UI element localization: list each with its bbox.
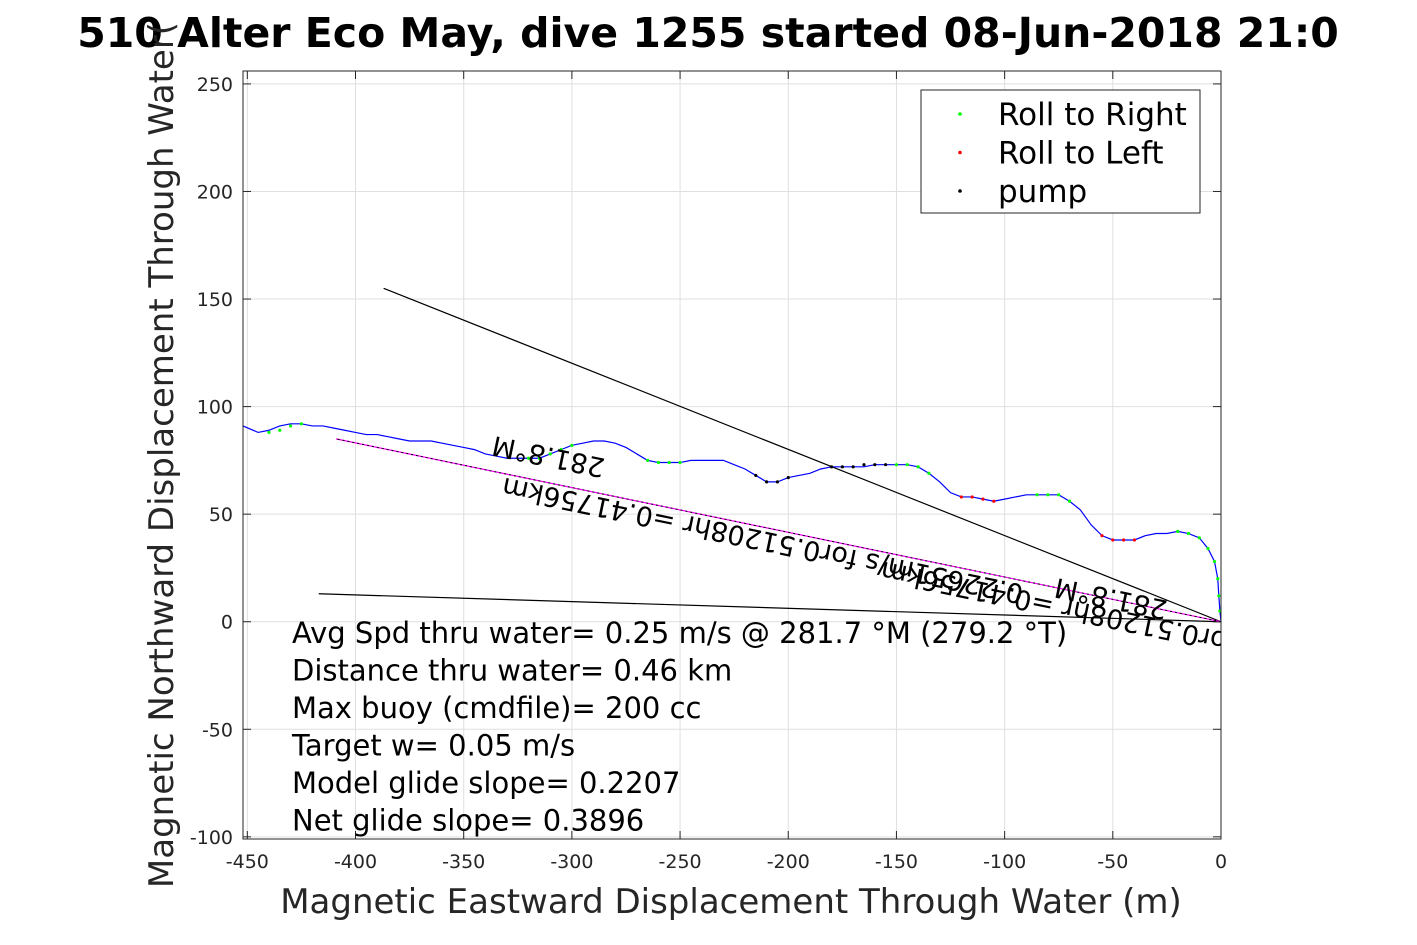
roll-right-point [289,424,293,428]
legend-label: pump [998,174,1087,210]
roll-right-point [1197,536,1201,540]
roll-right-point [1206,546,1210,551]
annotation-line: Model glide slope= 0.2207 [292,766,680,800]
pump-point [754,473,758,478]
y-tick-label: 100 [197,397,233,419]
pump-point [786,475,790,480]
y-tick-label: 250 [197,74,233,96]
roll-right-point [548,452,552,456]
roll-right-point [1186,531,1191,536]
roll-right-point [278,428,282,432]
x-tick-label: -200 [767,851,810,873]
roll-left-point [1100,534,1104,538]
roll-right-point [559,448,563,452]
y-axis-label: Magnetic Northward Displacement Through … [142,22,182,888]
reference-line-overlay [335,438,1221,623]
annotation-line: Target w= 0.05 m/s [291,729,575,763]
legend-label: Roll to Right [998,97,1187,133]
roll-right-point [916,465,920,469]
roll-right-point [1176,529,1180,533]
x-tick-label: -400 [334,851,377,873]
roll-right-point [927,471,931,475]
roll-right-point [646,458,650,462]
y-tick-label: -100 [190,827,233,849]
legend-marker [958,189,962,193]
annotation-line: Max buoy (cmdfile)= 200 cc [292,691,701,725]
roll-right-point [905,463,909,467]
roll-right-point [299,422,304,426]
roll-right-point [667,460,671,465]
pump-point [829,465,834,469]
roll-right-point [1212,559,1217,564]
axis-ticks: -450 -400 -350 -300 -250 -200 -150 -100 -50 0 -100… [190,71,1227,873]
chart-title: 510 Alter Eco May, dive 1255 started 08-… [77,9,1339,57]
pump-point [840,465,844,469]
x-tick-label: -300 [550,851,593,873]
pump-point [873,463,877,467]
annotation-line: Avg Spd thru water= 0.25 m/s @ 281.7 °M … [292,616,1067,650]
roll-right-point [570,443,574,447]
roll-left-point [959,495,963,499]
roll-right-point [1067,499,1072,503]
roll-left-point [992,499,996,503]
x-tick-label: -250 [659,851,702,873]
legend-label: Roll to Left [998,136,1164,172]
y-tick-label: 50 [209,504,233,526]
x-tick-label: -450 [226,851,269,873]
roll-right-point [1216,577,1220,581]
annotation-line: Distance thru water= 0.46 km [292,654,732,688]
pump-point [775,480,780,484]
roll-right-point [527,456,531,460]
roll-right-point [894,463,899,467]
x-axis-label: Magnetic Eastward Displacement Through W… [280,882,1182,922]
roll-right-point [1218,609,1221,613]
roll-right-point [656,460,661,465]
y-tick-label: 0 [221,612,233,634]
roll-left-point [1132,538,1137,542]
roll-right-point [678,460,682,465]
y-tick-label: 200 [197,181,233,203]
x-tick-label: -50 [1097,851,1128,873]
x-tick-label: -350 [442,851,485,873]
roll-left-point [981,497,985,501]
y-tick-label: 150 [197,289,233,311]
annotation-line: Net glide slope= 0.3896 [292,804,644,838]
legend-box [920,89,1201,214]
pump-point [851,465,855,469]
x-tick-label: -150 [875,851,918,873]
roll-right-point [1217,594,1221,598]
y-tick-label: -50 [202,719,233,741]
plot-frame [242,70,1222,840]
roll-left-point [1122,538,1126,542]
legend-marker [958,150,962,155]
roll-right-point [1035,493,1039,497]
roll-right-point [537,456,542,460]
legend-marker [958,112,962,116]
roll-right-point [267,430,271,435]
pump-point [862,463,866,467]
roll-left-point [970,495,974,499]
x-tick-label: 0 [1215,851,1227,873]
x-tick-label: -100 [983,851,1026,873]
roll-right-point [1046,493,1050,497]
annotation-block: Avg Spd thru water= 0.25 m/s @ 281.7 °M … [291,616,1067,838]
roll-left-point [1111,538,1115,542]
reference-line [383,287,1221,623]
pump-point [765,480,769,484]
roll-right-point [1057,493,1061,497]
pump-point [884,463,888,467]
reference-line [318,593,1221,623]
